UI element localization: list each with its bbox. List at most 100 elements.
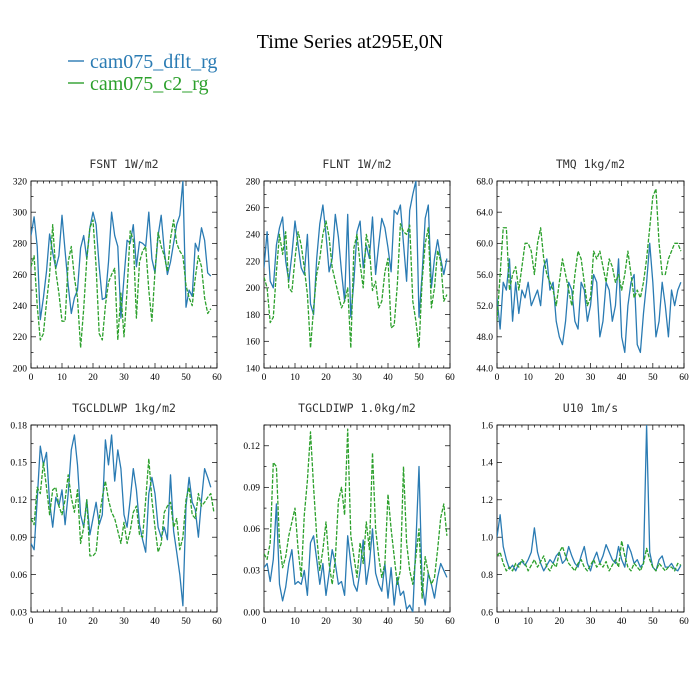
x-tick-label: 50 xyxy=(648,617,658,627)
x-tick-label: 10 xyxy=(57,373,67,383)
y-tick-label: 320 xyxy=(13,177,28,187)
y-tick-label: 0.6 xyxy=(481,608,493,618)
y-tick-label: 0.06 xyxy=(10,571,27,581)
x-tick-label: 30 xyxy=(119,617,129,627)
x-tick-label: 10 xyxy=(290,617,300,627)
y-tick-label: 44.0 xyxy=(476,364,493,374)
y-tick-label: 48.0 xyxy=(476,333,493,343)
x-tick-label: 60 xyxy=(679,373,689,383)
x-tick-label: 20 xyxy=(88,373,98,383)
series-line-0 xyxy=(497,425,682,572)
x-tick-label: 0 xyxy=(262,373,267,383)
x-tick-label: 60 xyxy=(212,617,222,627)
series-line-0 xyxy=(497,242,682,354)
y-tick-label: 220 xyxy=(13,333,28,343)
x-tick-label: 20 xyxy=(555,373,565,383)
x-tick-label: 30 xyxy=(119,373,129,383)
y-tick-label: 200 xyxy=(246,284,261,294)
y-tick-label: 0.12 xyxy=(10,496,27,506)
x-tick-label: 40 xyxy=(617,373,627,383)
y-tick-label: 0.06 xyxy=(243,525,260,535)
y-tick-label: 0.8 xyxy=(481,571,493,581)
panel-0: FSNT 1W/m2 0 10 20 30 40 50 60 200 220 240 260 280 30… xyxy=(13,157,222,383)
y-tick-label: 0.15 xyxy=(10,459,27,469)
x-tick-label: 50 xyxy=(648,373,658,383)
y-tick-label: 180 xyxy=(246,311,261,321)
y-tick-label: 0.00 xyxy=(243,608,260,618)
x-tick-label: 60 xyxy=(445,373,455,383)
x-tick-label: 0 xyxy=(262,617,267,627)
series-line-0 xyxy=(264,465,448,612)
x-tick-label: 40 xyxy=(617,617,627,627)
y-tick-label: 1.4 xyxy=(481,459,493,469)
y-tick-label: 160 xyxy=(246,338,261,348)
y-tick-label: 0.09 xyxy=(10,534,27,544)
x-tick-label: 50 xyxy=(181,373,191,383)
y-tick-label: 280 xyxy=(246,177,261,187)
series-line-0 xyxy=(31,181,212,321)
x-tick-label: 50 xyxy=(181,617,191,627)
x-tick-label: 50 xyxy=(414,617,424,627)
x-tick-label: 50 xyxy=(414,373,424,383)
series-line-0 xyxy=(31,434,212,607)
y-tick-label: 68.0 xyxy=(476,177,493,187)
y-tick-label: 240 xyxy=(13,302,28,312)
series-line-1 xyxy=(31,219,212,349)
series-line-0 xyxy=(264,181,448,318)
y-tick-label: 1.0 xyxy=(481,534,493,544)
panel-title: U10 1m/s xyxy=(563,401,618,415)
y-tick-label: 56.0 xyxy=(476,271,493,281)
y-tick-label: 260 xyxy=(246,204,261,214)
series-line-1 xyxy=(31,458,215,557)
x-tick-label: 0 xyxy=(495,617,500,627)
plot-frame xyxy=(496,180,685,369)
y-tick-label: 1.6 xyxy=(481,421,493,431)
y-tick-label: 140 xyxy=(246,364,261,374)
x-tick-label: 20 xyxy=(88,617,98,627)
y-tick-label: 240 xyxy=(246,231,261,241)
x-tick-label: 40 xyxy=(383,373,393,383)
y-tick-label: 52.0 xyxy=(476,302,493,312)
y-tick-label: 280 xyxy=(13,240,28,250)
plot-frame xyxy=(496,424,685,613)
x-tick-label: 40 xyxy=(150,617,160,627)
x-tick-label: 40 xyxy=(150,373,160,383)
y-tick-label: 0.03 xyxy=(10,608,27,618)
panel-title: TMQ 1kg/m2 xyxy=(556,157,625,171)
x-tick-label: 60 xyxy=(445,617,455,627)
y-tick-label: 0.18 xyxy=(10,421,27,431)
panel-4: TGCLDIWP 1.0kg/m2 0 10 20 30 40 50 60 0.00 0.03 0.… xyxy=(243,401,455,627)
y-tick-label: 1.2 xyxy=(481,496,493,506)
panel-title: TGCLDLWP 1kg/m2 xyxy=(72,401,176,415)
x-tick-label: 0 xyxy=(495,373,500,383)
panels: FSNT 1W/m20 10 20 30 40 50 6020022024026028030… xyxy=(10,157,689,627)
panel-3: TGCLDLWP 1kg/m2 0 10 20 30 40 50 60 0.03 0.06 0.09… xyxy=(10,401,222,627)
x-tick-label: 30 xyxy=(352,373,362,383)
series-line-1 xyxy=(264,428,448,599)
y-tick-label: 200 xyxy=(13,364,28,374)
x-tick-label: 60 xyxy=(212,373,222,383)
series-line-1 xyxy=(264,220,448,349)
x-tick-label: 20 xyxy=(321,617,331,627)
panel-title: FLNT 1W/m2 xyxy=(322,157,391,171)
x-tick-label: 20 xyxy=(321,373,331,383)
panel-title: TGCLDIWP 1.0kg/m2 xyxy=(298,401,416,415)
series-line-1 xyxy=(497,188,682,322)
y-tick-label: 300 xyxy=(13,208,28,218)
y-tick-label: 0.03 xyxy=(243,567,260,577)
y-tick-label: 220 xyxy=(246,257,261,267)
x-tick-label: 40 xyxy=(383,617,393,627)
legend-label-0: cam075_dflt_rg xyxy=(90,51,217,73)
y-tick-label: 0.12 xyxy=(243,442,260,452)
y-tick-label: 64.0 xyxy=(476,208,493,218)
x-tick-label: 10 xyxy=(523,617,533,627)
x-tick-label: 0 xyxy=(29,617,34,627)
x-tick-label: 30 xyxy=(352,617,362,627)
x-tick-label: 20 xyxy=(555,617,565,627)
x-tick-label: 10 xyxy=(523,373,533,383)
plot-frame xyxy=(30,424,218,613)
legend: cam075_dflt_rg cam075_c2_rg xyxy=(68,51,217,95)
series-line-1 xyxy=(497,540,682,572)
panel-2: TMQ 1kg/m2 0 10 20 30 40 50 60 44.0 48.0 52.0 56.0 6… xyxy=(476,157,689,383)
